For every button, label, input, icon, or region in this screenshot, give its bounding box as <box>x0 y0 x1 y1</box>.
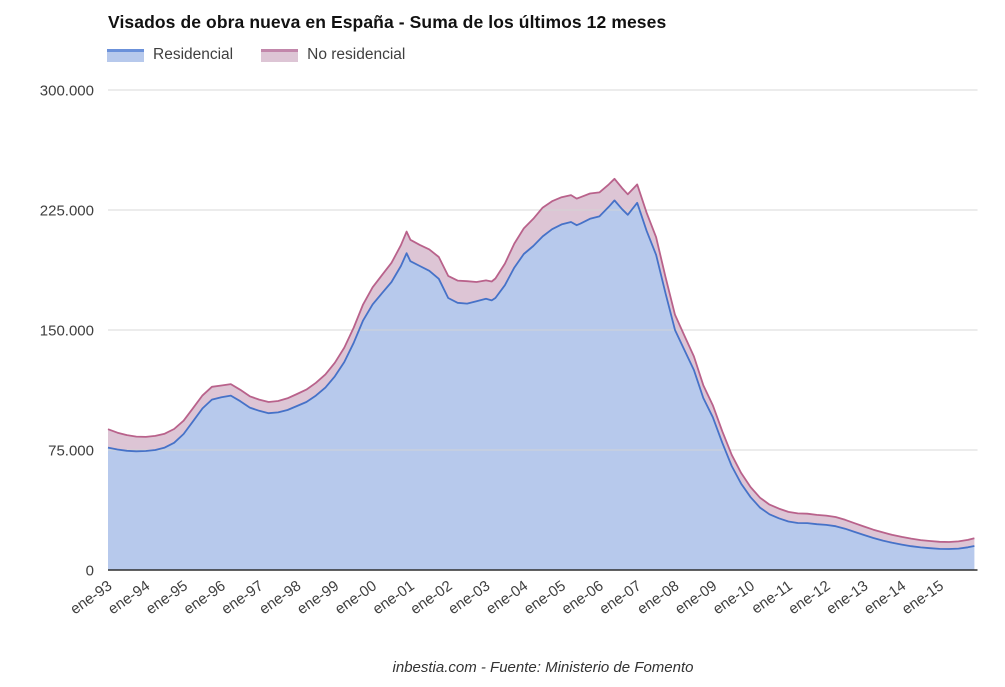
residential-line <box>107 199 975 550</box>
x-tick-label: ene-93 <box>67 577 115 618</box>
x-tick-label: ene-04 <box>483 577 531 618</box>
y-tick-label: 0 <box>86 563 94 580</box>
y-tick-label: 150.000 <box>40 323 94 340</box>
x-tick-label: ene-01 <box>370 577 418 618</box>
x-tick-label: ene-94 <box>105 577 153 618</box>
x-tick-label: ene-13 <box>823 577 871 618</box>
x-tick-label: ene-06 <box>559 577 607 618</box>
legend-label-no-residencial: No residencial <box>307 46 406 63</box>
x-tick-label: ene-02 <box>407 577 455 618</box>
x-tick-label: ene-08 <box>634 577 682 618</box>
x-tick-label: ene-99 <box>294 577 342 618</box>
legend-swatch-no-residencial-icon <box>261 48 299 62</box>
residential-area <box>108 200 975 570</box>
y-tick-label: 75.000 <box>48 443 94 460</box>
legend-item-residencial: Residencial <box>107 46 233 64</box>
y-tick-label: 225.000 <box>40 203 94 220</box>
legend-swatch-residencial-icon <box>107 48 144 62</box>
x-tick-label: ene-14 <box>861 577 909 618</box>
legend-label-residencial: Residencial <box>153 46 234 63</box>
x-tick-label: ene-07 <box>596 577 644 618</box>
x-tick-label: ene-12 <box>785 577 833 618</box>
x-tick-label: ene-96 <box>181 577 229 618</box>
x-tick-label: ene-09 <box>672 577 720 618</box>
x-tick-label: ene-05 <box>521 577 569 618</box>
x-tick-label: ene-03 <box>445 577 493 618</box>
x-tick-label: ene-95 <box>143 577 191 618</box>
x-tick-label: ene-98 <box>256 577 304 618</box>
x-tick-label: ene-97 <box>218 577 266 618</box>
x-tick-label: ene-00 <box>332 577 380 618</box>
x-tick-label: ene-11 <box>749 577 796 617</box>
legend-item-no-residencial: No residencial <box>261 46 405 64</box>
y-tick-label: 300.000 <box>40 83 94 100</box>
x-tick-label: ene-15 <box>899 577 947 618</box>
x-tick-label: ene-10 <box>710 577 758 618</box>
source-note: inbestia.com - Fuente: Ministerio de Fom… <box>392 659 694 676</box>
chart-title: Visados de obra nueva en España - Suma d… <box>108 12 667 32</box>
non-residential-line <box>107 177 975 543</box>
legend: Residencial No residencial <box>107 46 405 64</box>
